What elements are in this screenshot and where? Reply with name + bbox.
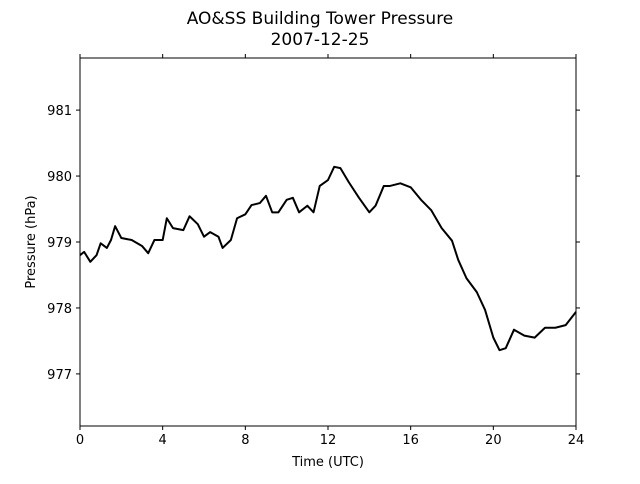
y-tick-label: 979 [47,236,72,251]
x-tick-label: 16 [402,433,419,448]
y-tick-label: 977 [47,368,72,383]
y-tick-label: 978 [47,302,72,317]
chart-title: AO&SS Building Tower Pressure [187,9,454,29]
x-tick-label: 0 [76,433,84,448]
chart-subtitle: 2007-12-25 [271,30,370,50]
x-tick-label: 12 [320,433,337,448]
x-tick-label: 20 [485,433,502,448]
plot-frame [79,57,577,427]
x-axis-label: Time (UTC) [291,455,364,470]
x-tick-label: 24 [568,433,585,448]
y-tick-label: 980 [47,170,72,185]
x-tick-label: 4 [159,433,167,448]
y-axis-label: Pressure (hPa) [24,195,39,288]
data-line [79,165,577,352]
y-tick-label: 981 [47,104,72,119]
x-tick-label: 8 [241,433,249,448]
